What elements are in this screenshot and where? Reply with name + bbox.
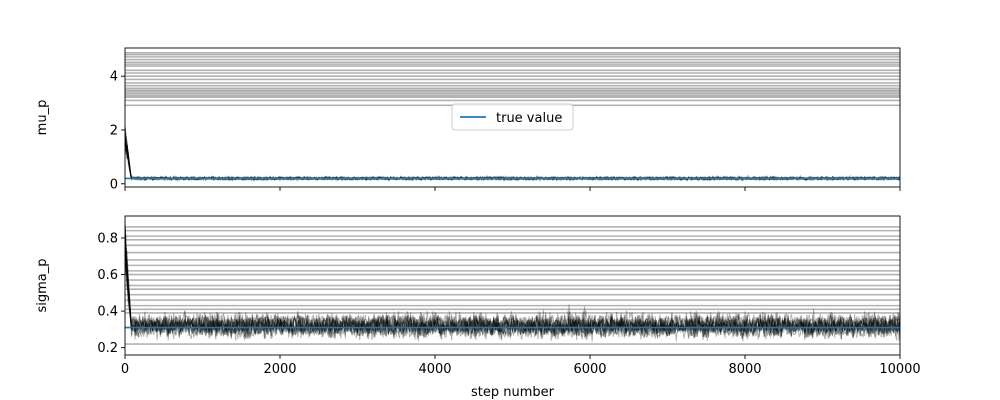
legend-box — [451, 103, 574, 131]
chain-trace — [125, 133, 900, 182]
chain-trace — [125, 241, 900, 342]
plot-area — [125, 220, 900, 345]
y-tick-label: 2 — [110, 124, 118, 139]
burn-in-trace — [125, 226, 132, 323]
y-tick-label: 0.4 — [97, 305, 118, 320]
x-axis-label: step number — [471, 385, 555, 400]
burn-in-trace — [125, 132, 132, 179]
legend: true value — [451, 103, 574, 131]
chain-trace — [125, 144, 900, 182]
chain-trace — [125, 227, 900, 341]
y-axis-label: sigma_p — [35, 258, 50, 312]
panel-sigma-p: 0.2 0.4 0.6 0.8 0 2000 4000 6000 8000 10000 sigma_… — [35, 215, 921, 400]
burn-in-trace — [125, 236, 132, 331]
chain-trace — [125, 125, 900, 182]
y-tick-label: 0.6 — [97, 268, 118, 283]
x-tick-label: 10000 — [879, 362, 920, 377]
axes-frame — [124, 215, 901, 356]
x-tick-label: 0 — [121, 362, 129, 377]
chain-trace — [125, 143, 900, 182]
y-tick-label: 0.8 — [97, 231, 118, 246]
burn-in-trace — [125, 136, 132, 179]
chain-trace — [125, 135, 900, 182]
burn-in-trace — [125, 126, 132, 179]
legend-entry: true value — [496, 111, 562, 126]
chain-trace — [125, 127, 900, 183]
chain-trace — [125, 145, 900, 182]
chain-trace — [125, 255, 900, 340]
burn-in-trace — [125, 245, 132, 323]
burn-in-trace — [125, 247, 132, 326]
chain-trace — [125, 247, 900, 341]
burn-in-trace — [125, 126, 132, 179]
y-tick-label: 0 — [110, 177, 118, 192]
chain-trace — [125, 139, 900, 183]
chain-trace — [125, 141, 900, 182]
burn-in-trace — [125, 132, 132, 178]
chain-trace — [125, 131, 900, 182]
burn-in-trace — [125, 223, 132, 327]
x-tick-label: 6000 — [573, 362, 606, 377]
y-tick-label: 4 — [110, 70, 118, 85]
burn-in-trace — [125, 141, 132, 179]
chain-trace — [125, 250, 900, 341]
burn-in-trace — [125, 139, 132, 180]
burn-in-trace — [125, 137, 132, 179]
y-tick-label: 0.2 — [97, 341, 118, 356]
burn-in-trace — [125, 229, 132, 325]
y-axis-label: mu_p — [35, 100, 50, 136]
chain-trace — [125, 247, 900, 340]
plot-area — [125, 52, 900, 183]
burn-in-trace — [125, 241, 132, 327]
axes-frame — [124, 47, 901, 188]
chain-trace — [125, 139, 900, 182]
burn-in-trace — [125, 241, 132, 329]
chain-trace — [125, 139, 900, 182]
x-tick-label: 4000 — [418, 362, 451, 377]
panel-mu-p: 0 2 4 mu_p true value — [35, 47, 901, 192]
x-tick-label: 8000 — [728, 362, 761, 377]
x-tick-label: 2000 — [263, 362, 296, 377]
chain-trace — [125, 253, 900, 340]
